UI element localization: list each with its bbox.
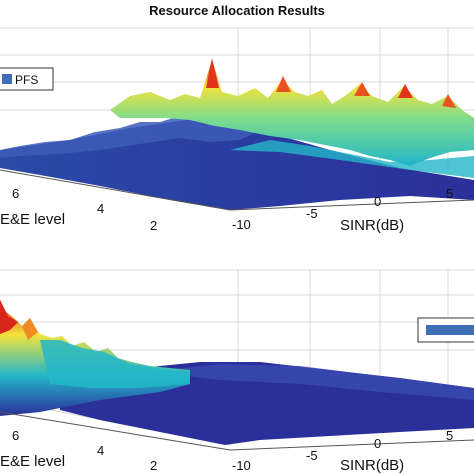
bottom-xtick-0: 0 bbox=[374, 436, 381, 451]
top-y-ticks: 6 4 2 bbox=[12, 186, 157, 233]
top-legend-swatch bbox=[2, 74, 12, 84]
bottom-ytick-4: 4 bbox=[97, 443, 104, 458]
top-peak-2 bbox=[276, 76, 291, 92]
top-xtick-m5: -5 bbox=[306, 206, 318, 221]
top-peak-1 bbox=[206, 58, 219, 88]
bottom-y-ticks: 6 4 2 bbox=[12, 428, 157, 473]
bottom-panel: 6 4 2 -10 -5 0 5 E&E level SINR(dB) bbox=[0, 269, 474, 474]
top-surface-high bbox=[110, 60, 474, 166]
bottom-ylabel: E&E level bbox=[0, 453, 65, 470]
top-panel: PFS 6 4 2 -10 -5 0 5 E&E level SINR(dB) bbox=[0, 27, 474, 234]
top-x-ticks: -10 -5 0 5 bbox=[232, 186, 453, 232]
bottom-peak-1 bbox=[0, 300, 18, 334]
bottom-xtick-m5: -5 bbox=[306, 448, 318, 463]
top-xtick-0: 0 bbox=[374, 194, 381, 209]
top-peak-5 bbox=[442, 94, 456, 108]
bottom-xtick-m10: -10 bbox=[232, 458, 251, 473]
top-legend: PFS bbox=[0, 67, 54, 91]
bottom-surface-floor-sheen bbox=[150, 364, 474, 400]
top-legend-label: PFS bbox=[15, 73, 38, 87]
top-peak-4 bbox=[398, 84, 413, 98]
bottom-surface-mid bbox=[40, 340, 190, 388]
top-ytick-4: 4 bbox=[97, 201, 104, 216]
top-xtick-5: 5 bbox=[446, 186, 453, 201]
top-ytick-2: 2 bbox=[150, 218, 157, 233]
figure-title: Resource Allocation Results bbox=[149, 3, 325, 18]
top-surface-ridge bbox=[0, 116, 260, 158]
bottom-legend-swatch bbox=[426, 325, 474, 335]
top-axes bbox=[0, 169, 474, 211]
top-ylabel: E&E level bbox=[0, 211, 65, 228]
bottom-ytick-6: 6 bbox=[12, 428, 19, 443]
top-peak-3 bbox=[354, 82, 370, 96]
bottom-xtick-5: 5 bbox=[446, 428, 453, 443]
top-xtick-m10: -10 bbox=[232, 217, 251, 232]
bottom-axes bbox=[0, 411, 474, 451]
bottom-x-ticks: -10 -5 0 5 bbox=[232, 428, 453, 473]
bottom-peak-2 bbox=[22, 318, 38, 340]
bottom-xlabel: SINR(dB) bbox=[340, 457, 404, 474]
bottom-ytick-2: 2 bbox=[150, 458, 157, 473]
top-surface-front bbox=[230, 140, 474, 178]
bottom-legend bbox=[417, 317, 474, 343]
top-ytick-6: 6 bbox=[12, 186, 19, 201]
top-xlabel: SINR(dB) bbox=[340, 217, 404, 234]
